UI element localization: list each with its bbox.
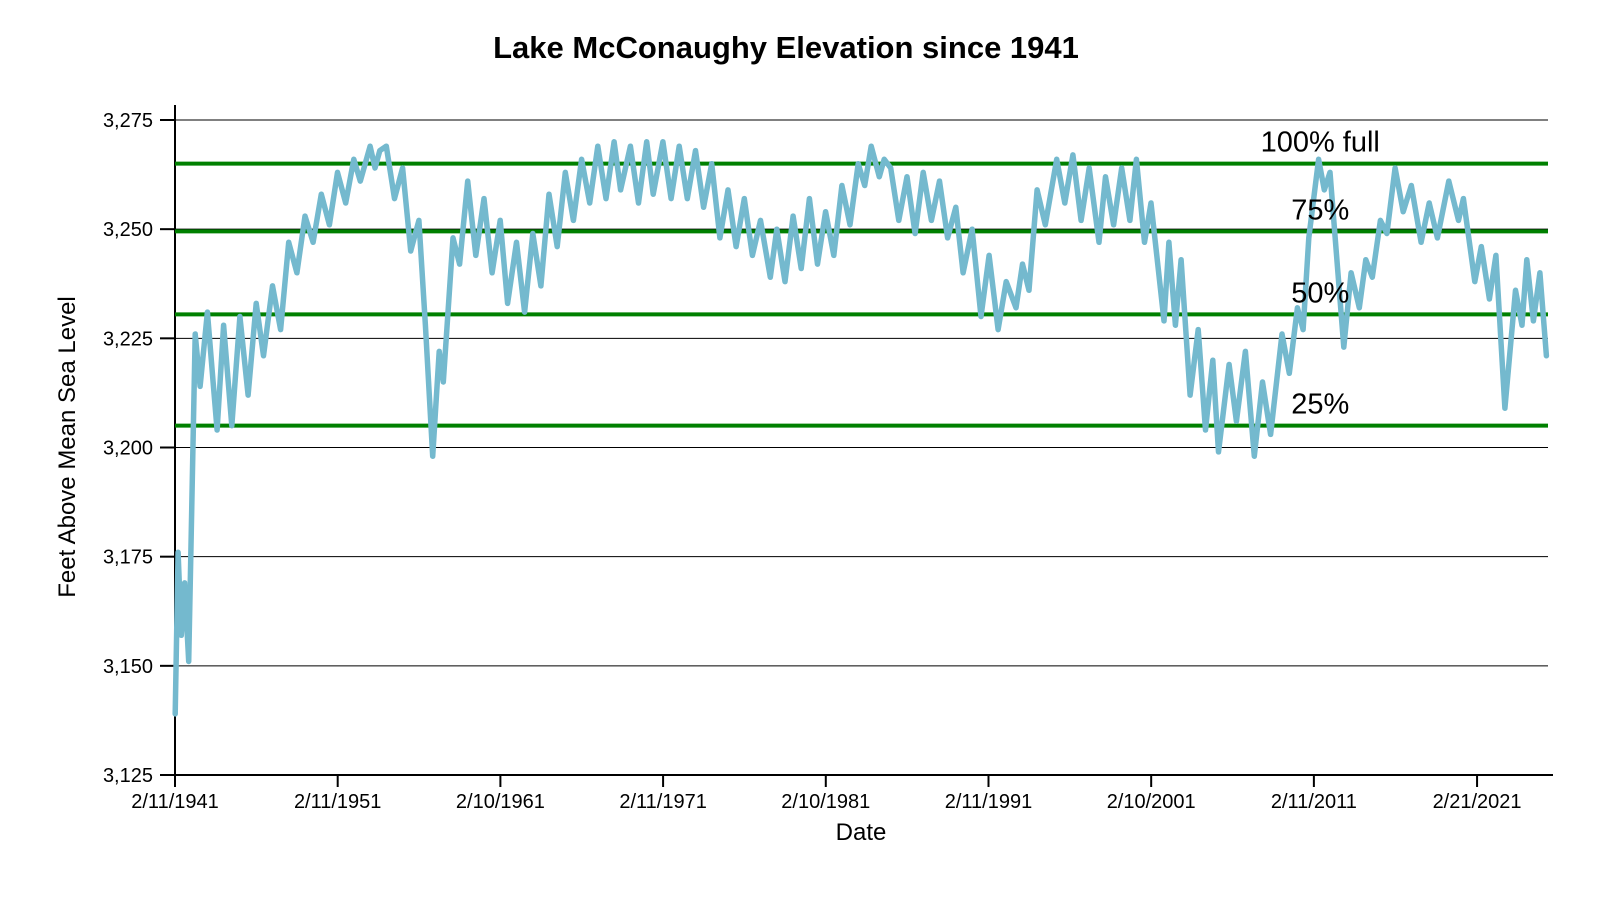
y-tick-label: 3,250 <box>103 219 153 241</box>
x-tick-label: 2/10/1961 <box>456 791 545 813</box>
reference-label-2: 75% <box>1291 194 1349 226</box>
y-axis-ticks: 3,275 3,250 3,225 3,200 3,175 3,150 3,125 <box>103 110 175 787</box>
elevation-line <box>172 139 1550 717</box>
x-tick-label: 2/11/1951 <box>294 791 382 813</box>
reference-label-3: 50% <box>1291 277 1349 309</box>
x-tick-label: 2/10/1981 <box>781 791 870 813</box>
horizontal-gridlines <box>175 119 1548 667</box>
capacity-reference-labels: 100% full 75% 50% 25% <box>1261 127 1380 421</box>
x-tick-label: 2/11/2011 <box>1271 791 1357 813</box>
x-tick-label: 2/11/1991 <box>945 791 1033 813</box>
y-tick-label: 3,275 <box>103 110 153 132</box>
y-tick-label: 3,175 <box>103 547 153 569</box>
x-tick-label: 2/10/2001 <box>1107 791 1196 813</box>
reference-label-1: 100% full <box>1261 127 1380 159</box>
x-tick-label: 2/21/2021 <box>1433 791 1522 813</box>
elevation-series <box>172 139 1550 717</box>
y-tick-label: 3,125 <box>103 765 153 787</box>
chart-title: Lake McConaughy Elevation since 1941 <box>493 30 1079 65</box>
y-axis-title: Feet Above Mean Sea Level <box>54 296 81 598</box>
x-tick-label: 2/11/1941 <box>131 791 219 813</box>
x-tick-label: 2/11/1971 <box>619 791 707 813</box>
y-tick-label: 3,200 <box>103 438 153 460</box>
x-axis-title: Date <box>836 819 887 846</box>
x-axis-ticks: 2/11/1941 2/11/1951 2/10/1961 2/11/1971 2/10… <box>131 775 1522 813</box>
reference-label-4: 25% <box>1291 389 1349 421</box>
y-tick-label: 3,150 <box>103 656 153 678</box>
y-tick-label: 3,225 <box>103 328 153 350</box>
